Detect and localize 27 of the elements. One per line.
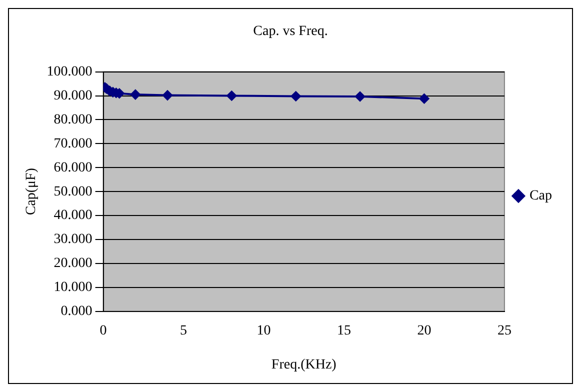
x-axis-title: Freq.(KHz)	[271, 357, 337, 372]
y-tick-label: 40.000	[54, 208, 92, 224]
x-tick-label: 0	[100, 323, 107, 338]
point	[162, 90, 172, 100]
y-tick-label: 70.000	[54, 136, 92, 152]
x-tick-label: 10	[256, 323, 271, 338]
point	[290, 91, 301, 102]
legend-label: Cap	[529, 188, 552, 204]
point	[419, 94, 430, 104]
y-tick-label: 30.000	[54, 232, 92, 248]
point	[226, 90, 237, 101]
chart-title: Cap. vs Freq.	[253, 24, 328, 40]
y-tick-label: 10.000	[54, 280, 92, 296]
x-tick-label: 25	[497, 323, 512, 338]
y-tick-label: 50.000	[54, 184, 92, 200]
point	[130, 90, 140, 100]
y-tick-label: 60.000	[54, 160, 92, 176]
y-axis-title: Cap(μF)	[24, 168, 40, 216]
y-tick-label: 100.000	[46, 64, 92, 80]
y-tick-label: 0.000	[60, 304, 92, 320]
x-tick-label: 15	[336, 323, 351, 338]
x-tick-label: 5	[180, 323, 188, 338]
point	[355, 91, 366, 102]
y-tick-label: 20.000	[54, 256, 92, 272]
x-tick-label: 20	[417, 323, 432, 338]
y-tick-label: 80.000	[54, 112, 92, 128]
y-tick-label: 90.000	[54, 88, 92, 104]
